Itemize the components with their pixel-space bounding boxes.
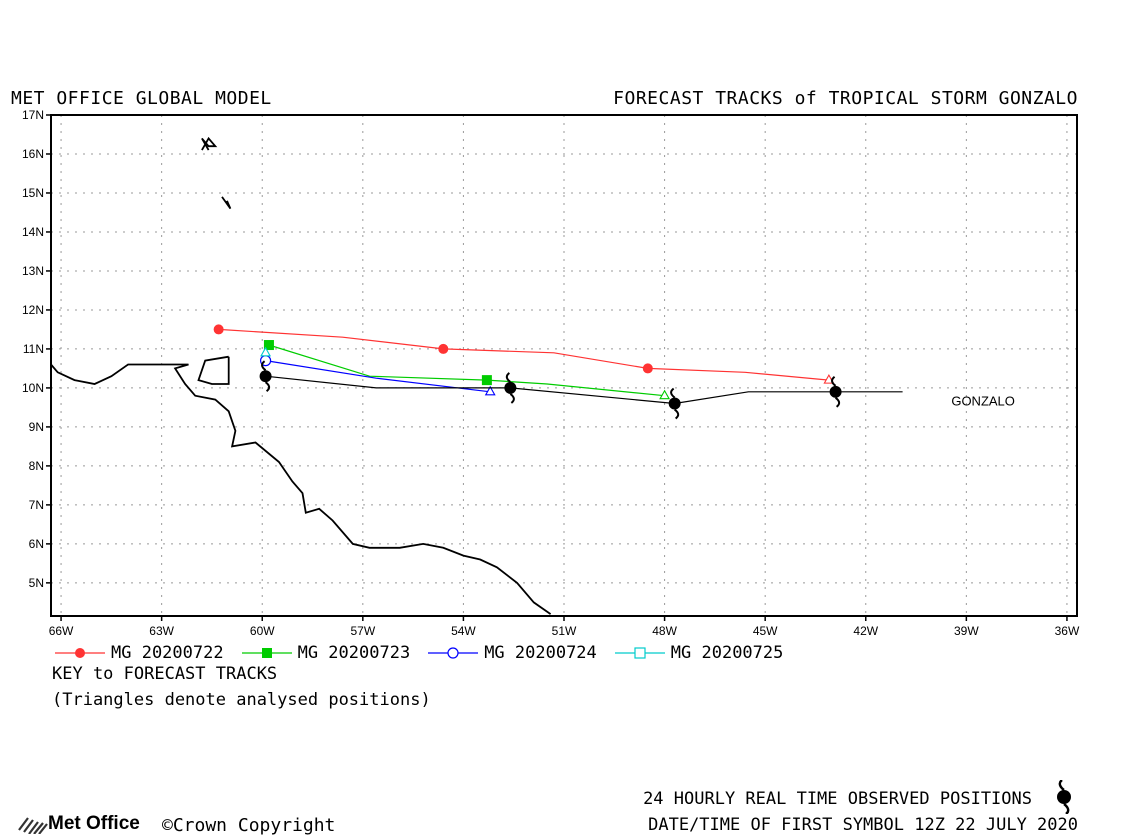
y-tick-label: 9N bbox=[29, 420, 44, 434]
x-tick-label: 66W bbox=[49, 624, 74, 638]
x-tick-label: 36W bbox=[1055, 624, 1080, 638]
legend-label: MG 20200724 bbox=[484, 643, 597, 663]
x-tick-label: 54W bbox=[451, 624, 476, 638]
grid bbox=[51, 114, 1077, 616]
coastline-trinidad bbox=[197, 355, 230, 385]
x-tick-label: 48W bbox=[652, 624, 677, 638]
track-point-series-1 bbox=[438, 343, 449, 354]
hurricane-symbol-arm bbox=[509, 393, 515, 404]
hurricane-symbol-icon bbox=[1057, 780, 1071, 814]
observed-track bbox=[259, 360, 903, 420]
hurricane-symbol-core bbox=[259, 370, 272, 383]
legend-item-20200725: MG 20200725 bbox=[614, 643, 784, 663]
legend-item-20200723: MG 20200723 bbox=[241, 643, 411, 663]
x-tick-label: 39W bbox=[954, 624, 979, 638]
hurricane-symbol-core bbox=[829, 385, 842, 398]
legend-green-square-marker bbox=[241, 648, 292, 658]
axis-ticks: 66W 63W 60W 57W 54W 51W 48W 45W 42W 39W 36W 5N 6N 7N 8… bbox=[22, 108, 1080, 638]
first-symbol-date-text: DATE/TIME OF FIRST SYMBOL 12Z 22 JULY 20… bbox=[648, 815, 1078, 835]
legend-label: MG 20200725 bbox=[670, 643, 784, 663]
legend-red-circle-marker bbox=[55, 648, 105, 658]
y-tick-label: 14N bbox=[22, 225, 44, 239]
legend-item-20200724: MG 20200724 bbox=[428, 643, 597, 663]
y-tick-label: 7N bbox=[29, 498, 44, 512]
x-tick-label: 60W bbox=[250, 624, 275, 638]
hurricane-symbol-icon bbox=[829, 376, 842, 408]
legend: MG 20200722 MG 20200723 MG 20200724 MG 2… bbox=[55, 642, 801, 664]
track-line-series-3 bbox=[265, 360, 491, 393]
observed-positions-text: 24 HOURLY REAL TIME OBSERVED POSITIONS bbox=[643, 789, 1032, 809]
hurricane-symbol-icon bbox=[504, 372, 517, 404]
coastlines bbox=[50, 136, 552, 615]
tracks bbox=[213, 324, 835, 400]
hurricane-symbol-core bbox=[504, 381, 517, 394]
legend-blue-open-circle-marker bbox=[428, 647, 479, 659]
x-tick-label: 51W bbox=[552, 624, 577, 638]
key-note: (Triangles denote analysed positions) bbox=[52, 690, 431, 710]
legend-label: MG 20200722 bbox=[111, 643, 224, 663]
hurricane-symbol-arm bbox=[670, 387, 676, 399]
track-point-series-2 bbox=[481, 375, 492, 386]
y-tick-label: 5N bbox=[29, 576, 44, 590]
hurricane-symbol-core bbox=[668, 397, 681, 410]
y-tick-label: 8N bbox=[29, 459, 44, 473]
model-title: MET OFFICE GLOBAL MODEL bbox=[11, 88, 272, 109]
y-tick-label: 12N bbox=[22, 303, 44, 317]
hurricane-symbol-arm bbox=[674, 408, 680, 420]
hurricane-symbol-arm bbox=[505, 372, 511, 383]
hurricane-symbol-arm bbox=[834, 397, 841, 408]
y-tick-label: 11N bbox=[23, 342, 44, 356]
hurricane-symbol-arm bbox=[831, 376, 837, 387]
y-tick-label: 16N bbox=[22, 147, 44, 161]
y-tick-label: 13N bbox=[22, 264, 44, 278]
observed-track-line bbox=[265, 375, 903, 405]
x-tick-label: 57W bbox=[350, 624, 375, 638]
analysed-triangle-series-3 bbox=[484, 385, 496, 396]
legend-label: MG 20200723 bbox=[297, 643, 411, 663]
track-line-series-1 bbox=[218, 328, 829, 381]
coastline-martinique bbox=[221, 196, 232, 210]
met-office-logo-icon bbox=[18, 817, 48, 834]
y-tick-label: 6N bbox=[29, 537, 44, 551]
y-tick-label: 10N bbox=[22, 381, 44, 395]
y-tick-label: 17N bbox=[22, 108, 44, 122]
chart-title: FORECAST TRACKS of TROPICAL STORM GONZAL… bbox=[613, 88, 1078, 109]
legend-cyan-open-square-marker bbox=[614, 647, 665, 659]
coastline-venezuela bbox=[50, 363, 552, 615]
key-title: KEY to FORECAST TRACKS bbox=[52, 664, 278, 684]
x-tick-label: 63W bbox=[149, 624, 174, 638]
met-office-logo-text: Met Office bbox=[48, 813, 140, 834]
hurricane-symbol-arm bbox=[261, 360, 267, 372]
storm-name-label: GONZALO bbox=[951, 393, 1015, 408]
hurricane-symbol-icon bbox=[259, 360, 272, 393]
coastline-guadeloupe bbox=[201, 136, 218, 151]
y-tick-label: 15N bbox=[22, 186, 44, 200]
analysed-triangle-series-4 bbox=[260, 346, 272, 357]
hurricane-symbol-icon bbox=[668, 387, 681, 420]
track-chart: 66W 63W 60W 57W 54W 51W 48W 45W 42W 39W 36W 5N 6N 7N 8… bbox=[22, 108, 1080, 638]
track-point-series-2 bbox=[263, 340, 274, 351]
analysed-triangle-series-2 bbox=[659, 389, 671, 400]
legend-item-20200722: MG 20200722 bbox=[55, 643, 224, 663]
x-tick-label: 45W bbox=[753, 624, 778, 638]
met-office-logo: Met Office bbox=[18, 813, 140, 835]
track-point-series-1 bbox=[213, 324, 224, 335]
hurricane-symbol-arm bbox=[264, 381, 271, 393]
x-tick-label: 42W bbox=[853, 624, 878, 638]
copyright-text: ©Crown Copyright bbox=[162, 815, 336, 836]
track-point-series-1 bbox=[642, 363, 653, 374]
